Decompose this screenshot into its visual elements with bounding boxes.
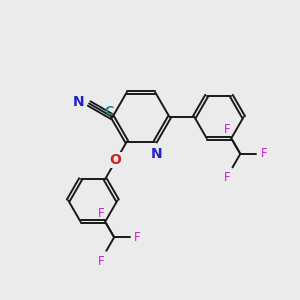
Text: N: N [72,95,84,109]
Text: F: F [98,255,104,268]
Text: N: N [151,147,163,161]
Text: F: F [224,124,230,136]
Text: C: C [105,105,114,118]
Text: F: F [260,147,267,161]
Text: O: O [110,153,121,167]
Text: F: F [224,171,230,184]
Text: F: F [134,231,141,244]
Text: F: F [98,207,104,220]
